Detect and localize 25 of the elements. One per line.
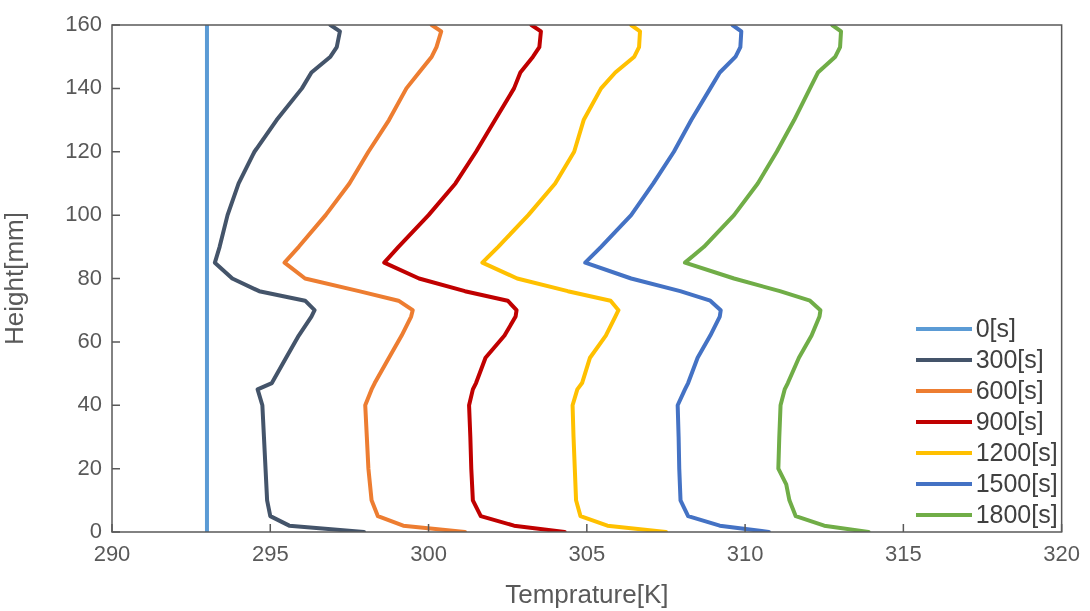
legend-label: 300[s] (975, 345, 1044, 374)
x-tick-label: 305 (568, 541, 606, 567)
y-tick-label: 140 (65, 74, 102, 100)
x-tick-label: 310 (726, 541, 764, 567)
legend-label: 900[s] (975, 407, 1044, 436)
y-tick-label: 80 (77, 264, 102, 290)
y-tick-label: 120 (65, 137, 102, 163)
y-tick-label: 20 (77, 454, 102, 480)
y-tick-label: 100 (65, 201, 102, 227)
y-tick-label: 40 (77, 391, 102, 417)
x-tick-label: 295 (251, 541, 289, 567)
x-tick-label: 300 (410, 541, 447, 567)
y-tick-label: 160 (65, 11, 102, 37)
legend-label: 600[s] (975, 376, 1044, 405)
legend-label: 1200[s] (975, 438, 1058, 467)
y-tick-label: 60 (77, 327, 102, 353)
x-axis-title: Temprature[K] (505, 578, 669, 609)
legend-label: 0[s] (975, 314, 1016, 343)
x-tick-label: 290 (93, 541, 131, 567)
x-tick-label: 320 (1043, 541, 1081, 567)
legend-label: 1500[s] (975, 469, 1058, 498)
y-tick-label: 0 (89, 518, 102, 544)
legend-label: 1800[s] (975, 500, 1058, 529)
x-tick-label: 315 (885, 541, 922, 567)
y-axis-title: Height[mm] (0, 212, 29, 345)
